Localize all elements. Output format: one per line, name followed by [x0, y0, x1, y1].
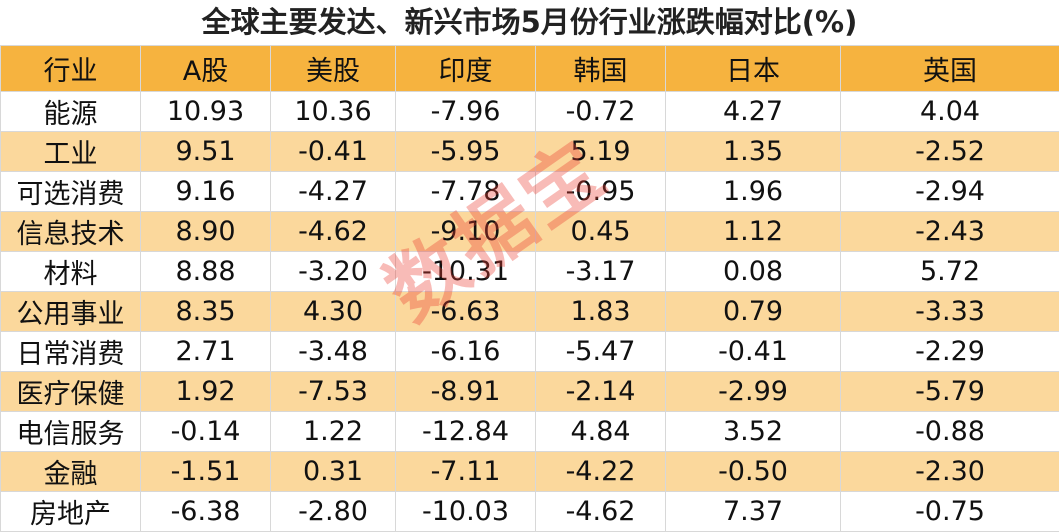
cell: -0.41	[271, 132, 396, 172]
cell: 0.45	[536, 212, 666, 252]
cell: 1.92	[141, 372, 271, 412]
cell: 能源	[1, 92, 141, 132]
cell: -2.30	[841, 452, 1059, 492]
header-cell: 韩国	[536, 46, 666, 92]
cell: -0.41	[666, 332, 841, 372]
cell: 信息技术	[1, 212, 141, 252]
header-cell: 行业	[1, 46, 141, 92]
cell: 9.16	[141, 172, 271, 212]
cell: 4.04	[841, 92, 1059, 132]
cell: -10.31	[396, 252, 536, 292]
header-cell: 印度	[396, 46, 536, 92]
cell: -4.62	[536, 492, 666, 532]
cell: -6.63	[396, 292, 536, 332]
cell: -9.10	[396, 212, 536, 252]
cell: 公用事业	[1, 292, 141, 332]
cell: 9.51	[141, 132, 271, 172]
cell: -0.88	[841, 412, 1059, 452]
cell: -4.27	[271, 172, 396, 212]
cell: -0.50	[666, 452, 841, 492]
cell: 电信服务	[1, 412, 141, 452]
cell: -2.43	[841, 212, 1059, 252]
cell: -6.16	[396, 332, 536, 372]
cell: 日常消费	[1, 332, 141, 372]
cell: 1.22	[271, 412, 396, 452]
cell: 1.83	[536, 292, 666, 332]
cell: 1.12	[666, 212, 841, 252]
cell: 1.35	[666, 132, 841, 172]
cell: -0.75	[841, 492, 1059, 532]
cell: -2.52	[841, 132, 1059, 172]
cell: -1.51	[141, 452, 271, 492]
cell: -5.47	[536, 332, 666, 372]
cell: 10.36	[271, 92, 396, 132]
cell: 4.84	[536, 412, 666, 452]
cell: -5.95	[396, 132, 536, 172]
cell: -4.62	[271, 212, 396, 252]
cell: -5.79	[841, 372, 1059, 412]
cell: -3.33	[841, 292, 1059, 332]
cell: -2.80	[271, 492, 396, 532]
cell: 8.88	[141, 252, 271, 292]
cell: -2.99	[666, 372, 841, 412]
cell: -8.91	[396, 372, 536, 412]
cell: -12.84	[396, 412, 536, 452]
cell: 房地产	[1, 492, 141, 532]
cell: 1.96	[666, 172, 841, 212]
cell: -3.20	[271, 252, 396, 292]
header-cell: 日本	[666, 46, 841, 92]
cell: -0.95	[536, 172, 666, 212]
cell: 4.30	[271, 292, 396, 332]
cell: 工业	[1, 132, 141, 172]
cell: -7.96	[396, 92, 536, 132]
cell: 医疗保健	[1, 372, 141, 412]
cell: -7.78	[396, 172, 536, 212]
cell: 5.72	[841, 252, 1059, 292]
cell: 4.27	[666, 92, 841, 132]
header-cell: A股	[141, 46, 271, 92]
cell: 0.79	[666, 292, 841, 332]
cell: 5.19	[536, 132, 666, 172]
cell: -0.14	[141, 412, 271, 452]
cell: -6.38	[141, 492, 271, 532]
cell: 0.08	[666, 252, 841, 292]
header-cell: 英国	[841, 46, 1059, 92]
cell: 0.31	[271, 452, 396, 492]
cell: 8.90	[141, 212, 271, 252]
cell: 8.35	[141, 292, 271, 332]
cell: 2.71	[141, 332, 271, 372]
cell: 可选消费	[1, 172, 141, 212]
cell: -3.48	[271, 332, 396, 372]
cell: 3.52	[666, 412, 841, 452]
cell: -0.72	[536, 92, 666, 132]
cell: -3.17	[536, 252, 666, 292]
header-cell: 美股	[271, 46, 396, 92]
title: 全球主要发达、新兴市场5月份行业涨跌幅对比(%)	[0, 0, 1059, 45]
cell: -2.94	[841, 172, 1059, 212]
cell: -7.53	[271, 372, 396, 412]
cell: -7.11	[396, 452, 536, 492]
cell: -2.29	[841, 332, 1059, 372]
cell: 7.37	[666, 492, 841, 532]
cell: 金融	[1, 452, 141, 492]
cell: 材料	[1, 252, 141, 292]
cell: -2.14	[536, 372, 666, 412]
cell: 10.93	[141, 92, 271, 132]
cell: -10.03	[396, 492, 536, 532]
cell: -4.22	[536, 452, 666, 492]
